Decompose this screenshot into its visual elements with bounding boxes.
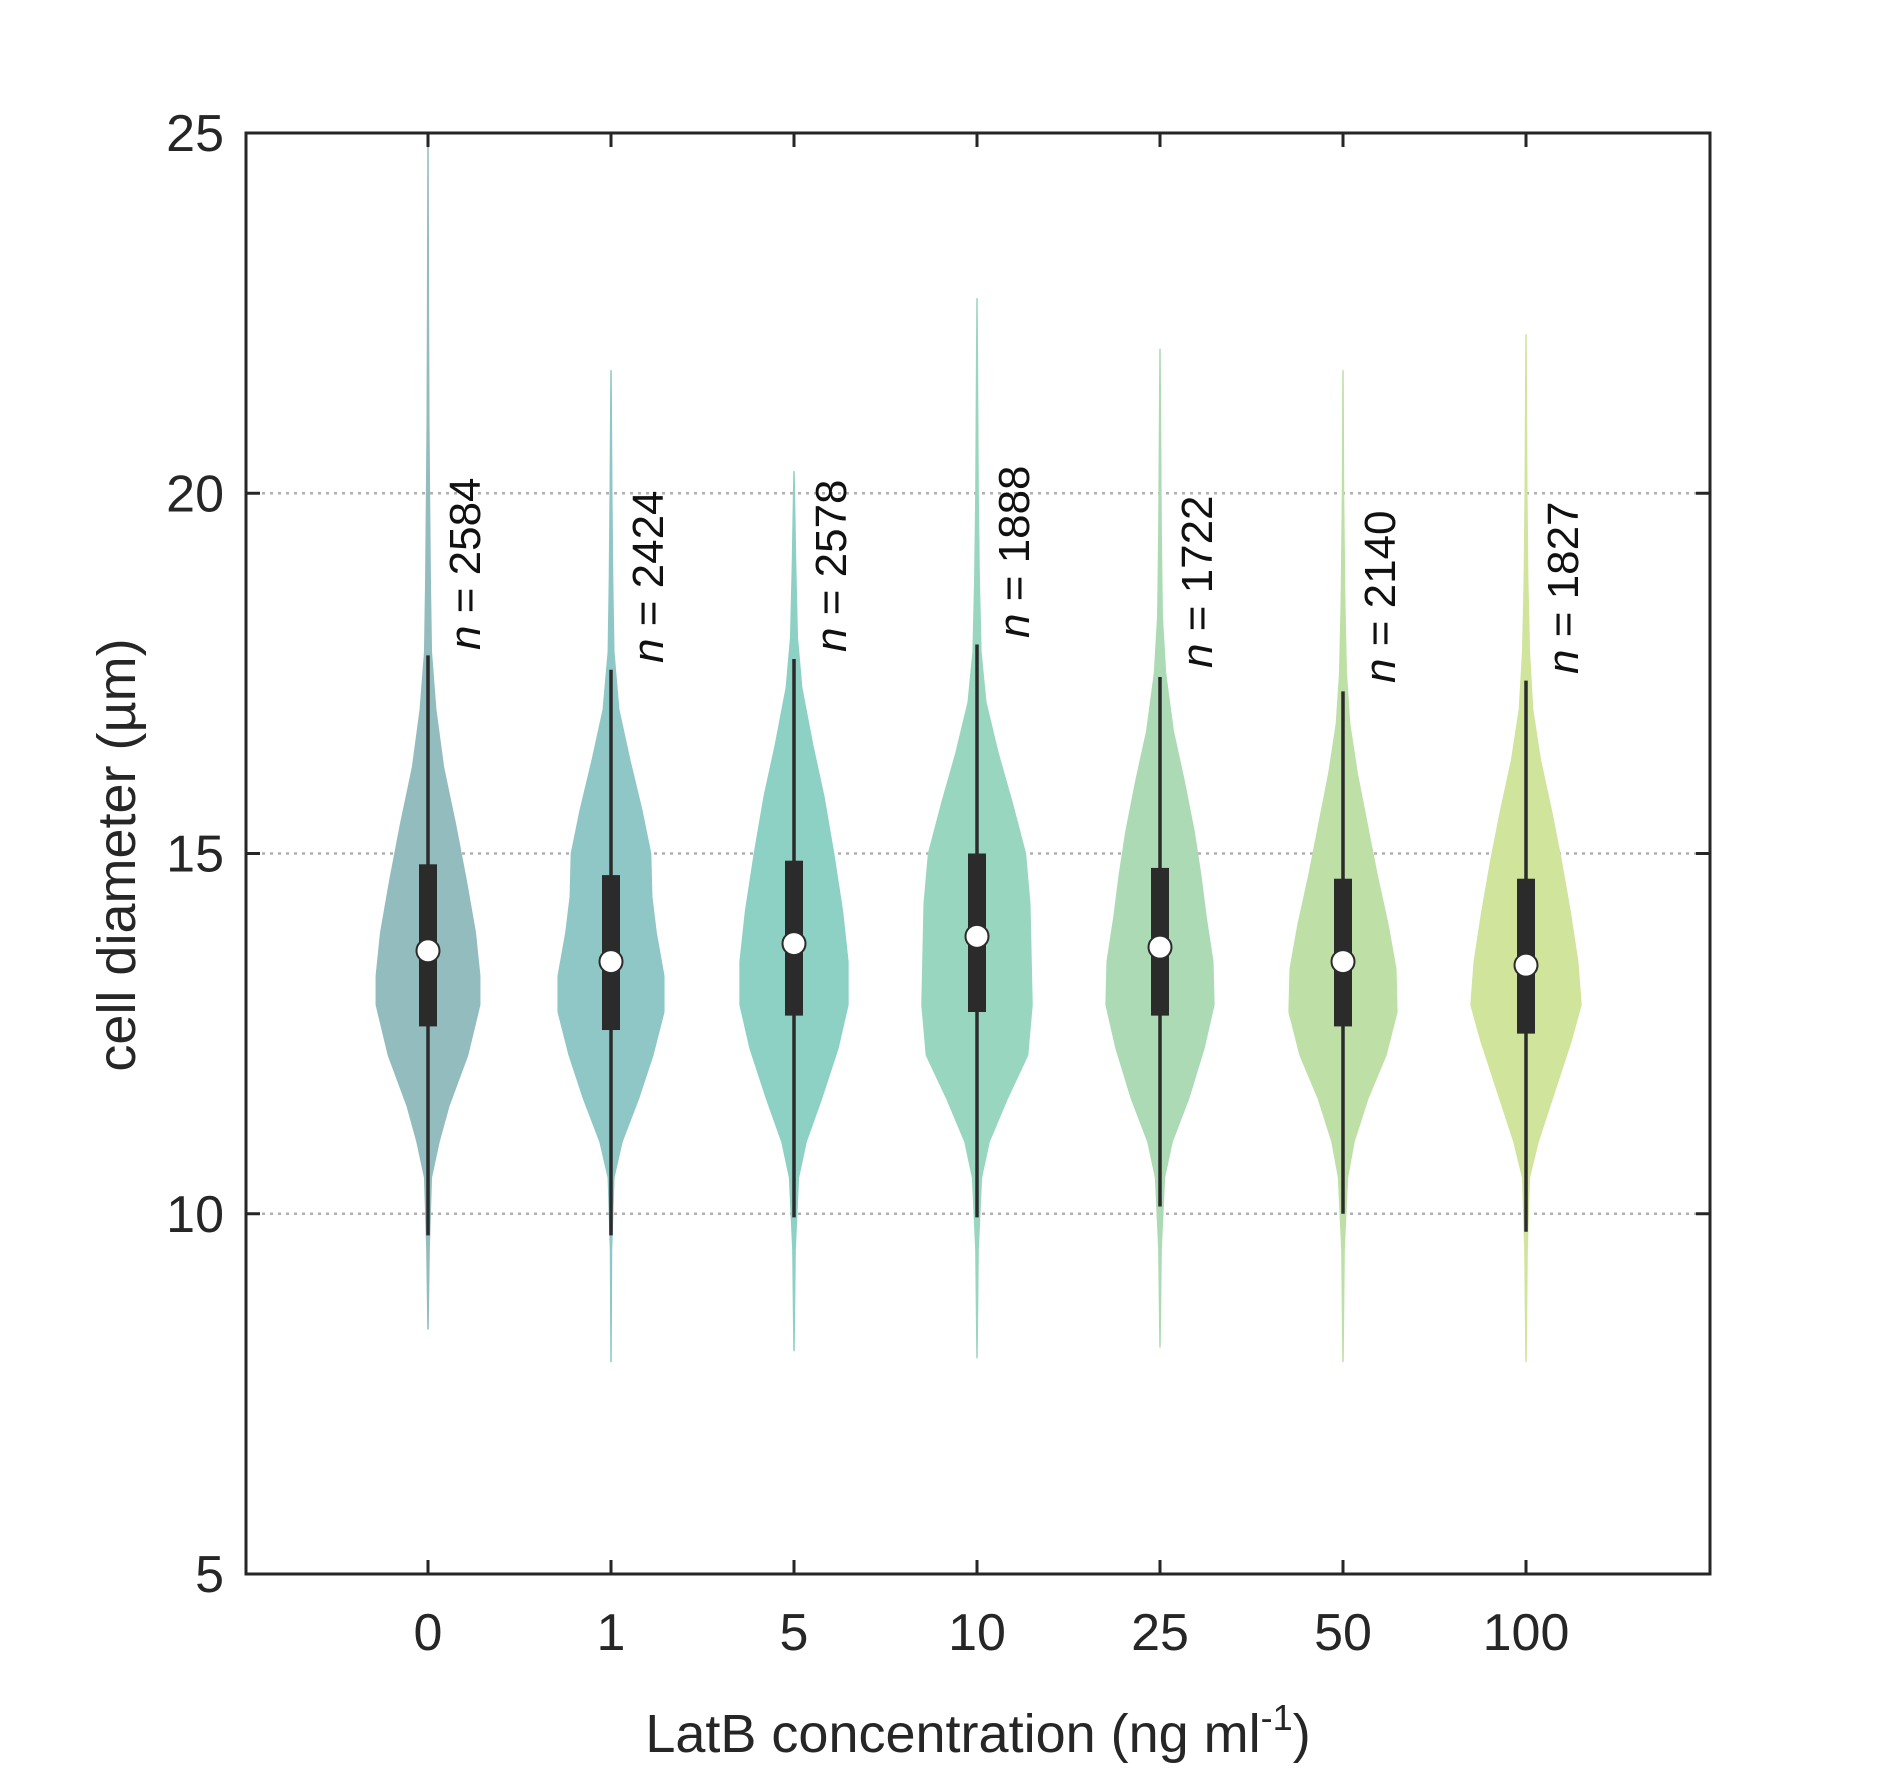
xtick-label-0: 0 <box>414 1604 443 1662</box>
xtick-label-1: 1 <box>597 1604 626 1662</box>
n-label-25: n = 1722 <box>1173 495 1222 668</box>
violin-group-0 <box>375 146 481 1330</box>
n-label-100: n = 1827 <box>1539 501 1588 674</box>
n-label-value: = 2140 <box>1356 510 1405 658</box>
violin-group-1 <box>557 370 665 1363</box>
n-label-symbol: n <box>807 628 856 652</box>
ytick-label-15: 15 <box>166 826 224 884</box>
n-label-symbol: n <box>441 626 490 650</box>
ytick-label-20: 20 <box>166 465 224 523</box>
violin-group-5 <box>739 470 849 1352</box>
median-marker-0 <box>415 938 441 964</box>
median-marker-1 <box>598 949 624 975</box>
xtick-label-50: 50 <box>1314 1604 1372 1662</box>
xtick-label-100: 100 <box>1483 1604 1570 1662</box>
n-label-0: n = 2584 <box>441 477 490 650</box>
median-marker-50 <box>1330 949 1356 975</box>
n-label-symbol: n <box>624 639 673 663</box>
n-label-symbol: n <box>990 614 1039 638</box>
n-label-symbol: n <box>1539 650 1588 674</box>
xtick-label-25: 25 <box>1131 1604 1189 1662</box>
n-label-symbol: n <box>1356 659 1405 683</box>
x-axis-title: LatB concentration (ng ml-1) <box>645 1697 1310 1764</box>
xtick-label-5: 5 <box>780 1604 809 1662</box>
y-tick-labels: 5 10 15 20 25 <box>166 105 224 1604</box>
median-marker-10 <box>964 923 990 949</box>
violin-group-25 <box>1105 348 1215 1348</box>
n-label-value: = 2578 <box>807 479 856 627</box>
ytick-label-25: 25 <box>166 105 224 163</box>
n-label-symbol: n <box>1173 644 1222 668</box>
xtick-label-10: 10 <box>948 1604 1006 1662</box>
n-label-value: = 2584 <box>441 477 490 625</box>
violin-group-10 <box>921 297 1033 1359</box>
n-label-value: = 1722 <box>1173 495 1222 643</box>
n-label-value: = 1888 <box>990 465 1039 613</box>
violins <box>375 146 1582 1363</box>
ytick-label-10: 10 <box>166 1186 224 1244</box>
n-label-value: = 2424 <box>624 490 673 638</box>
ytick-label-5: 5 <box>195 1546 224 1604</box>
x-tick-labels: 0 1 5 10 25 50 100 <box>414 1604 1570 1662</box>
n-label-50: n = 2140 <box>1356 510 1405 683</box>
median-marker-100 <box>1513 952 1539 978</box>
x-axis-title-main: LatB concentration (ng ml <box>645 1704 1260 1764</box>
median-marker-5 <box>781 931 807 957</box>
axis-ticks <box>246 133 1710 1574</box>
x-axis-title-suffix: ) <box>1293 1704 1311 1764</box>
violin-group-100 <box>1470 333 1582 1363</box>
n-label-value: = 1827 <box>1539 501 1588 649</box>
n-label-1: n = 2424 <box>624 490 673 663</box>
violin-group-50 <box>1288 370 1398 1363</box>
y-axis-title: cell diameter (µm) <box>87 638 147 1071</box>
n-label-10: n = 1888 <box>990 465 1039 638</box>
x-axis-title-superscript: -1 <box>1261 1697 1293 1738</box>
n-label-5: n = 2578 <box>807 479 856 652</box>
median-marker-25 <box>1147 934 1173 960</box>
